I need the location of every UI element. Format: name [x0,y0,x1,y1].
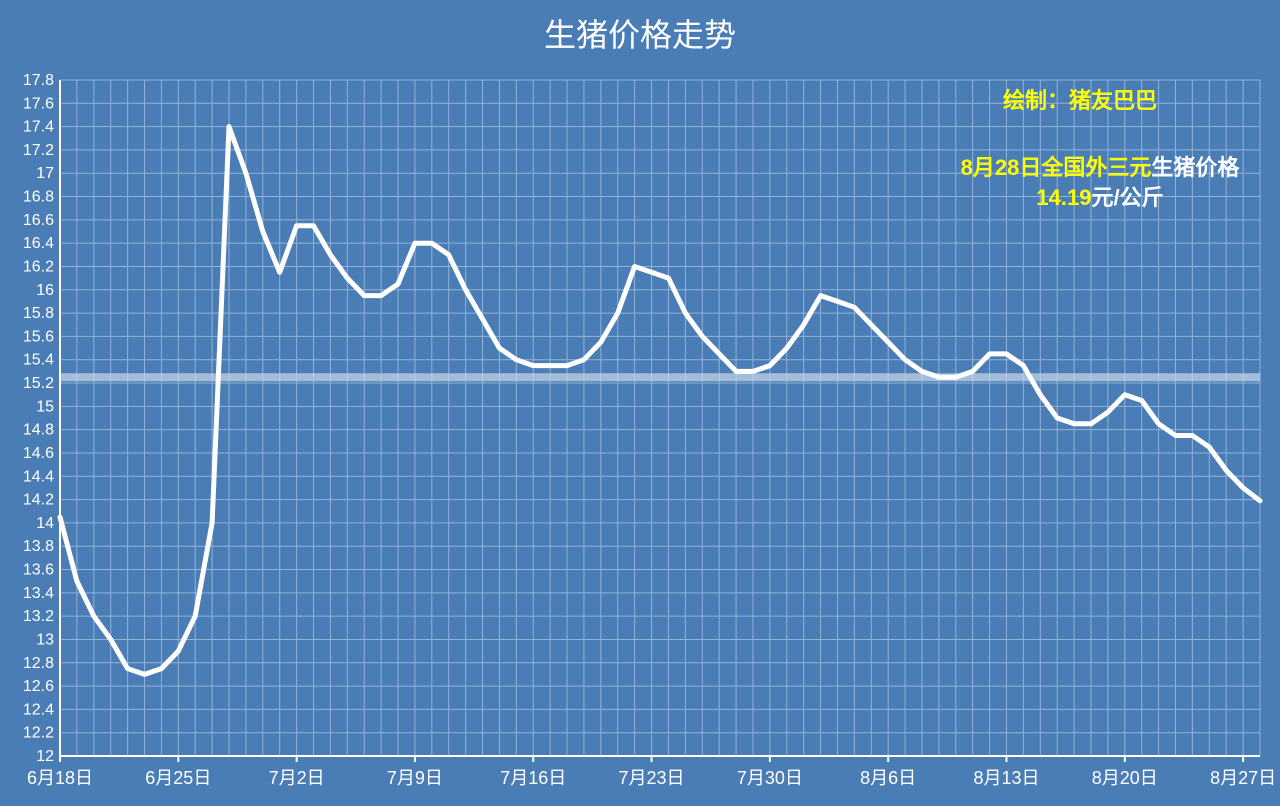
x-tick-label: 7月30日 [737,768,803,788]
y-tick-label: 12.4 [23,701,54,718]
y-tick-label: 17.8 [23,72,54,89]
y-tick-label: 14 [36,515,54,532]
y-tick-label: 15.2 [23,375,54,392]
y-tick-label: 14.4 [23,468,54,485]
x-tick-label: 8月27日 [1210,768,1276,788]
y-tick-label: 16.2 [23,258,54,275]
y-tick-label: 16 [36,282,54,299]
x-tick-label: 7月2日 [269,768,325,788]
y-tick-label: 14.8 [23,422,54,439]
x-tick-label: 7月23日 [619,768,685,788]
y-tick-label: 17.6 [23,95,54,112]
y-tick-label: 16.8 [23,189,54,206]
price-chart: 12 12.2 12.4 12.6 12.8 13 13.2 13.4 13.6 13.8 14 14… [0,0,1280,806]
x-tick-label: 8月20日 [1092,768,1158,788]
y-tick-label: 14.6 [23,445,54,462]
y-tick-label: 14.2 [23,492,54,509]
credit-label: 绘制：猪友巴巴 [1003,88,1157,113]
chart-title: 生猪价格走势 [544,17,736,53]
y-tick-label: 17.2 [23,142,54,159]
y-tick-label: 13.6 [23,562,54,579]
x-tick-label: 7月9日 [387,768,443,788]
y-tick-label: 12.6 [23,678,54,695]
chart-background [0,0,1280,806]
y-tick-label: 16.6 [23,212,54,229]
x-tick-label: 6月18日 [27,768,93,788]
x-tick-label: 8月6日 [860,768,916,788]
y-tick-label: 15 [36,398,54,415]
y-tick-label: 17.4 [23,119,54,136]
y-tick-label: 15.6 [23,328,54,345]
y-tick-label: 13 [36,631,54,648]
y-tick-label: 16.4 [23,235,54,252]
x-tick-label: 7月16日 [500,768,566,788]
y-tick-label: 13.8 [23,538,54,555]
annotation-line2: 14.19元/公斤 [1036,185,1163,210]
x-tick-label: 8月13日 [973,768,1039,788]
annotation-line1: 8月28日全国外三元生猪价格 [961,155,1241,180]
y-tick-label: 17 [36,165,54,182]
y-tick-label: 12.2 [23,725,54,742]
y-tick-label: 15.8 [23,305,54,322]
x-tick-label: 6月25日 [145,768,211,788]
y-tick-label: 13.2 [23,608,54,625]
y-tick-label: 12 [36,748,54,765]
y-tick-label: 15.4 [23,352,54,369]
y-tick-label: 12.8 [23,655,54,672]
y-tick-label: 13.4 [23,585,54,602]
chart-container: 12 12.2 12.4 12.6 12.8 13 13.2 13.4 13.6 13.8 14 14… [0,0,1280,806]
